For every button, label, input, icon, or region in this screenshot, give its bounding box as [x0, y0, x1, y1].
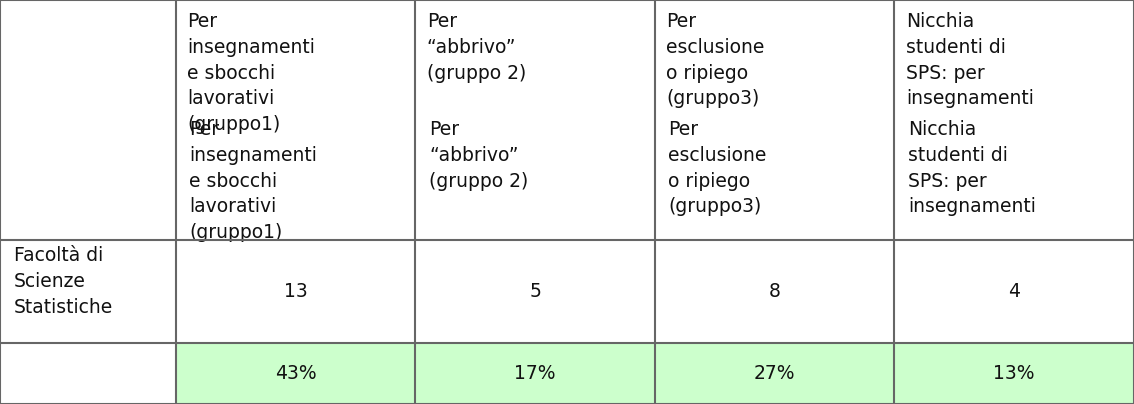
- Bar: [895, 0, 1134, 240]
- Bar: [655, 343, 895, 404]
- Bar: [415, 0, 654, 240]
- Text: Nicchia
studenti di
SPS: per
insegnamenti: Nicchia studenti di SPS: per insegnament…: [906, 12, 1034, 108]
- Text: 8: 8: [769, 282, 780, 301]
- Text: 13%: 13%: [993, 364, 1035, 383]
- Bar: [895, 343, 1134, 404]
- Text: Per
“abbrivo”
(gruppo 2): Per “abbrivo” (gruppo 2): [429, 120, 528, 191]
- Text: 27%: 27%: [754, 364, 795, 383]
- Text: Nicchia
studenti di
SPS: per
insegnamenti: Nicchia studenti di SPS: per insegnament…: [908, 120, 1036, 217]
- Bar: [176, 343, 415, 404]
- Text: Per
esclusione
o ripiego
(gruppo3): Per esclusione o ripiego (gruppo3): [669, 120, 767, 217]
- Text: Facoltà di
Scienze
Statistiche: Facoltà di Scienze Statistiche: [14, 246, 113, 317]
- Bar: [655, 0, 895, 240]
- Text: Per
insegnamenti
e sbocchi
lavorativi
(gruppo1): Per insegnamenti e sbocchi lavorativi (g…: [187, 12, 315, 134]
- Bar: [176, 240, 415, 343]
- Bar: [176, 0, 415, 240]
- Text: Per
“abbrivo”
(gruppo 2): Per “abbrivo” (gruppo 2): [426, 12, 526, 83]
- Bar: [0, 240, 176, 404]
- Text: 13: 13: [284, 282, 307, 301]
- Bar: [655, 240, 895, 343]
- Text: 5: 5: [530, 282, 541, 301]
- Text: 4: 4: [1008, 282, 1021, 301]
- Bar: [895, 240, 1134, 343]
- Bar: [0, 343, 176, 404]
- Bar: [0, 0, 176, 240]
- Text: Per
esclusione
o ripiego
(gruppo3): Per esclusione o ripiego (gruppo3): [667, 12, 764, 108]
- Bar: [0, 240, 176, 404]
- Text: 17%: 17%: [515, 364, 556, 383]
- Bar: [415, 240, 654, 343]
- Bar: [415, 343, 654, 404]
- Text: Per
insegnamenti
e sbocchi
lavorativi
(gruppo1): Per insegnamenti e sbocchi lavorativi (g…: [189, 120, 318, 242]
- Text: 43%: 43%: [274, 364, 316, 383]
